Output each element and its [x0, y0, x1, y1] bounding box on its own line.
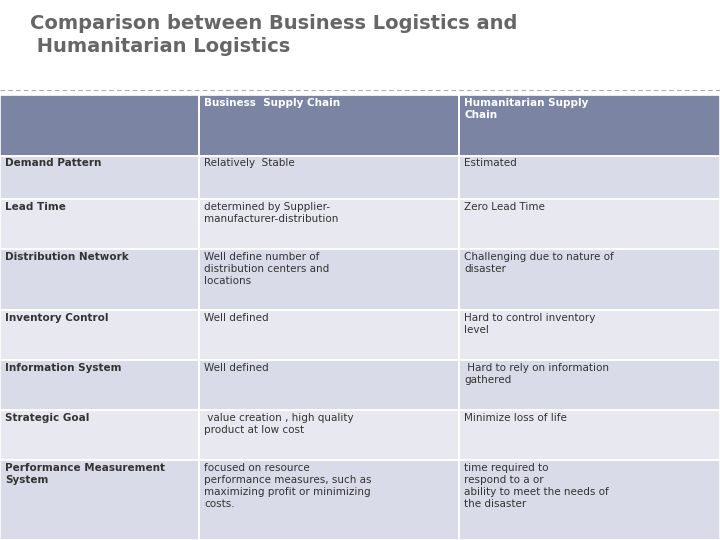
Text: Distribution Network: Distribution Network: [5, 252, 129, 262]
Bar: [459, 410, 720, 460]
Text: Hard to control inventory
level: Hard to control inventory level: [464, 313, 595, 335]
Text: Minimize loss of life: Minimize loss of life: [464, 413, 567, 423]
Bar: [459, 95, 720, 156]
Text: Comparison between Business Logistics and
 Humanitarian Logistics: Comparison between Business Logistics an…: [30, 14, 518, 56]
Text: Demand Pattern: Demand Pattern: [5, 158, 102, 168]
Bar: [199, 310, 459, 360]
Bar: [459, 199, 720, 249]
Text: Lead Time: Lead Time: [5, 202, 66, 212]
Bar: [459, 310, 720, 360]
Bar: [459, 460, 720, 540]
Bar: [0, 360, 199, 410]
Bar: [0, 410, 199, 460]
Text: Humanitarian Supply
Chain: Humanitarian Supply Chain: [464, 98, 589, 120]
Bar: [199, 410, 459, 460]
Text: Zero Lead Time: Zero Lead Time: [464, 202, 545, 212]
Bar: [459, 360, 720, 410]
Text: Business  Supply Chain: Business Supply Chain: [204, 98, 341, 107]
Bar: [459, 156, 720, 199]
Bar: [199, 460, 459, 540]
Bar: [0, 199, 199, 249]
Text: Challenging due to nature of
disaster: Challenging due to nature of disaster: [464, 252, 614, 274]
Bar: [0, 249, 199, 310]
Text: Estimated: Estimated: [464, 158, 517, 168]
Text: Performance Measurement
System: Performance Measurement System: [5, 463, 165, 484]
Bar: [199, 249, 459, 310]
Bar: [199, 156, 459, 199]
Text: Hard to rely on information
gathered: Hard to rely on information gathered: [464, 362, 609, 384]
Text: Information System: Information System: [5, 362, 122, 373]
Bar: [199, 95, 459, 156]
Text: Strategic Goal: Strategic Goal: [5, 413, 89, 423]
Text: focused on resource
performance measures, such as
maximizing profit or minimizin: focused on resource performance measures…: [204, 463, 372, 509]
Text: Relatively  Stable: Relatively Stable: [204, 158, 295, 168]
Bar: [459, 249, 720, 310]
Text: Well define number of
distribution centers and
locations: Well define number of distribution cente…: [204, 252, 330, 286]
Bar: [199, 199, 459, 249]
Text: determined by Supplier-
manufacturer-distribution: determined by Supplier- manufacturer-dis…: [204, 202, 339, 224]
Text: time required to
respond to a or
ability to meet the needs of
the disaster: time required to respond to a or ability…: [464, 463, 609, 509]
Bar: [0, 460, 199, 540]
Bar: [0, 95, 199, 156]
Text: Inventory Control: Inventory Control: [5, 313, 109, 322]
Bar: [0, 310, 199, 360]
Text: Well defined: Well defined: [204, 362, 269, 373]
Text: value creation , high quality
product at low cost: value creation , high quality product at…: [204, 413, 354, 435]
Text: Well defined: Well defined: [204, 313, 269, 322]
Bar: [199, 360, 459, 410]
Bar: [0, 156, 199, 199]
